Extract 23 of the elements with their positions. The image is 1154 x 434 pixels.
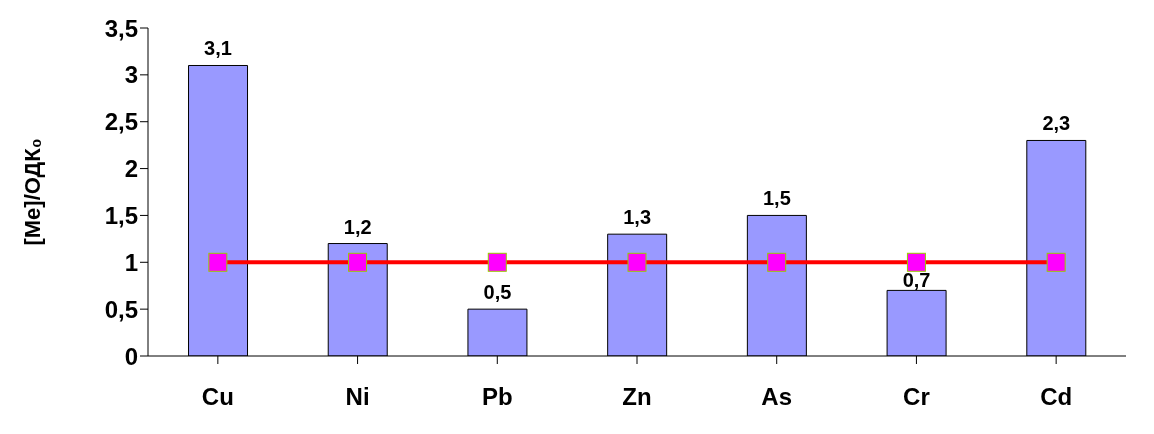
y-tick-label: 0,5 — [104, 295, 138, 323]
x-tick-label: Ni — [345, 383, 370, 411]
y-tick-label: 3,5 — [104, 14, 138, 42]
y-tick-label: 2 — [124, 155, 138, 183]
data-label: 1,2 — [343, 215, 372, 238]
data-label: 3,1 — [204, 37, 232, 60]
x-tick-label: Cu — [201, 383, 234, 411]
y-tick-label: 2,5 — [104, 108, 138, 136]
x-tick-label: As — [761, 383, 793, 411]
x-tick-label: Zn — [622, 383, 652, 411]
y-axis-title: [Me]/ОДК₀ — [19, 138, 45, 246]
x-tick-label: Cd — [1040, 383, 1073, 411]
y-tick-label: 1 — [124, 248, 138, 276]
x-tick-label: Pb — [481, 383, 513, 411]
data-label: 2,3 — [1042, 112, 1071, 135]
x-tick-label: Cr — [903, 383, 930, 411]
y-tick-label: 0 — [124, 342, 138, 370]
y-tick-label: 3 — [124, 61, 138, 89]
data-label: 0,5 — [483, 281, 512, 304]
data-label: 1,5 — [762, 187, 791, 210]
y-tick-label: 1,5 — [104, 201, 138, 229]
data-label: 0,7 — [902, 269, 931, 292]
data-label: 1,3 — [623, 206, 652, 229]
